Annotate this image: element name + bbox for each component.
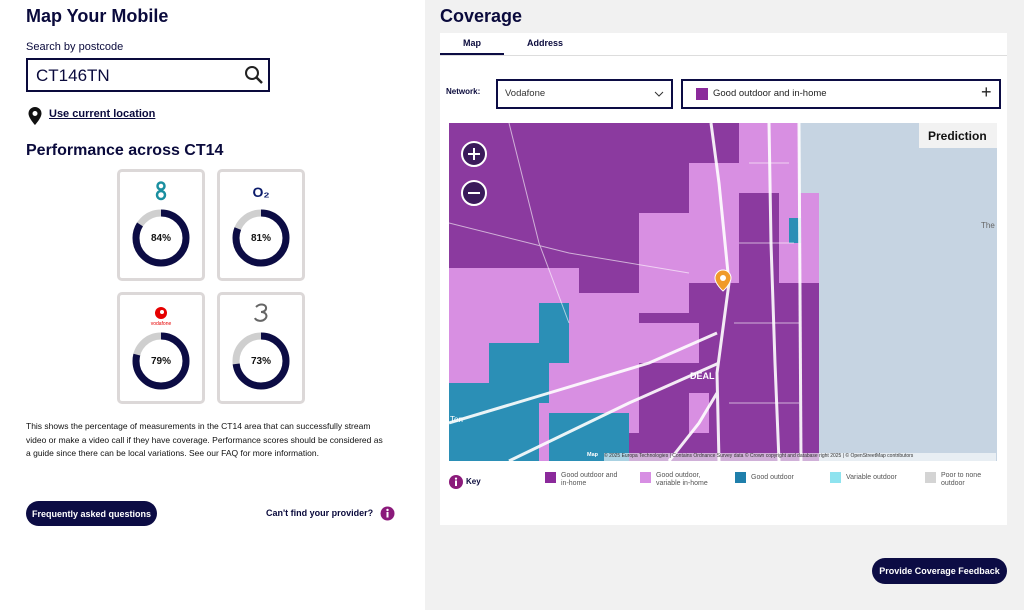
faq-button[interactable]: Frequently asked questions xyxy=(26,501,157,526)
donut-label: 79% xyxy=(151,356,171,367)
location-link[interactable]: Use current location xyxy=(49,108,156,120)
network-label: Network: xyxy=(446,87,481,96)
donut: 79% xyxy=(132,332,190,390)
location-pin xyxy=(28,107,42,125)
donut-arc xyxy=(232,332,290,390)
donut: 73% xyxy=(232,332,290,390)
key-text: Good outdoor, variable in-home xyxy=(656,472,708,487)
operator-logo xyxy=(155,181,167,201)
filter-swatch xyxy=(696,88,708,100)
operator-card: O₂ 81% xyxy=(217,169,305,281)
search-icon[interactable] xyxy=(244,65,264,85)
coverage-title: Coverage xyxy=(440,6,523,26)
filter-select[interactable]: Good outdoor and in-home + xyxy=(681,79,1001,109)
key-item: Poor to none outdoor xyxy=(925,472,1015,488)
donut-arc xyxy=(132,209,190,267)
key-item: Good outdoor xyxy=(735,472,825,483)
feedback-button[interactable]: Provide Coverage Feedback xyxy=(872,558,1007,584)
operator-logo xyxy=(155,307,167,319)
map-attribution: © 2025 Europa Technologies | Contains Or… xyxy=(604,453,996,461)
page-title: Map Your Mobile xyxy=(26,6,169,26)
key-icon[interactable] xyxy=(449,475,463,489)
logo-shape xyxy=(160,310,164,314)
key-swatch xyxy=(545,472,556,483)
key-swatch xyxy=(735,472,746,483)
key-item: Good outdoor and in-home xyxy=(545,472,635,488)
operator-card: vodafone 79% xyxy=(117,292,205,404)
info-icon[interactable] xyxy=(380,506,395,521)
search-label: Search by postcode xyxy=(26,41,124,53)
donut: 84% xyxy=(132,209,190,267)
performance-title: Performance across CT14 xyxy=(26,142,224,159)
logo-shape xyxy=(254,303,268,322)
key-text: Good outdoor and in-home xyxy=(561,472,618,487)
key-label: Key xyxy=(466,477,481,486)
donut-arc xyxy=(232,209,290,267)
place-label: DEAL xyxy=(690,371,715,381)
operator-logo-text: O₂ xyxy=(252,184,270,200)
tab-address[interactable]: Address xyxy=(526,38,563,48)
place-label: The xyxy=(981,221,995,230)
operator-logo xyxy=(254,303,268,322)
logo-shape xyxy=(155,189,167,201)
key-text: Poor to none outdoor xyxy=(941,472,982,487)
donut-label: 81% xyxy=(251,233,271,244)
coverage-map[interactable] xyxy=(449,123,997,461)
donut-arc xyxy=(132,332,190,390)
search-input[interactable]: CT146TN xyxy=(26,58,270,92)
network-value: Vodafone xyxy=(505,88,546,99)
key-text: Variable outdoor xyxy=(846,473,897,481)
key-text: Good outdoor xyxy=(751,473,794,481)
chevron xyxy=(654,91,664,97)
provider-link[interactable]: Can't find your provider? xyxy=(266,508,374,518)
donut-label: 84% xyxy=(151,233,171,244)
prediction-label: Prediction xyxy=(928,129,987,143)
key-item: Good outdoor, variable in-home xyxy=(640,472,730,488)
key-swatch xyxy=(925,472,936,483)
key-swatch xyxy=(640,472,651,483)
operator-card: 73% xyxy=(217,292,305,404)
logo-shape xyxy=(156,181,166,191)
search-value: CT146TN xyxy=(36,66,110,85)
operator-card: 84% xyxy=(117,169,205,281)
description: This shows the percentage of measurement… xyxy=(26,421,383,458)
network-select[interactable]: Vodafone xyxy=(496,79,673,109)
key-item: Variable outdoor xyxy=(830,472,920,483)
tab-divider xyxy=(440,55,1007,56)
operator-logo-text: vodafone xyxy=(150,321,172,327)
key-swatch xyxy=(830,472,841,483)
place-label: Ten xyxy=(450,415,463,424)
plus-icon[interactable]: + xyxy=(981,82,992,102)
map-logo: Map xyxy=(587,452,598,458)
donut-label: 73% xyxy=(251,356,271,367)
tab-map[interactable]: Map xyxy=(440,33,504,56)
filter-value: Good outdoor and in-home xyxy=(713,88,827,99)
donut: 81% xyxy=(232,209,290,267)
